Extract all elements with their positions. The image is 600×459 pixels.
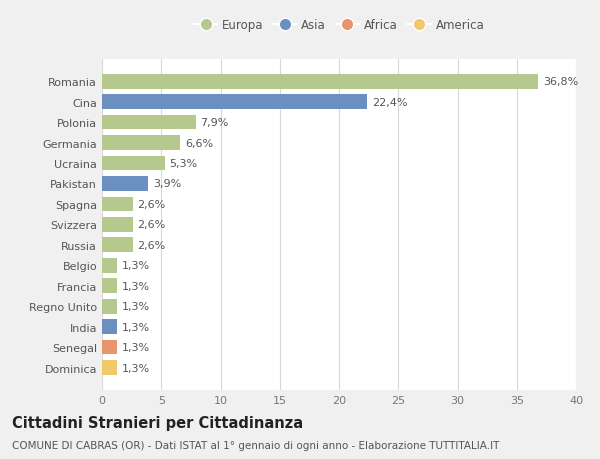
Bar: [102, 75, 538, 90]
Text: 1,3%: 1,3%: [122, 322, 150, 332]
Text: 2,6%: 2,6%: [137, 200, 166, 209]
Text: COMUNE DI CABRAS (OR) - Dati ISTAT al 1° gennaio di ogni anno - Elaborazione TUT: COMUNE DI CABRAS (OR) - Dati ISTAT al 1°…: [12, 440, 499, 450]
Bar: [102, 340, 118, 355]
Text: 1,3%: 1,3%: [122, 342, 150, 353]
Text: 2,6%: 2,6%: [137, 241, 166, 250]
Bar: [102, 177, 148, 191]
Text: 36,8%: 36,8%: [543, 77, 578, 87]
Bar: [102, 197, 133, 212]
Text: 1,3%: 1,3%: [122, 363, 150, 373]
Bar: [102, 238, 133, 252]
Legend: Europa, Asia, Africa, America: Europa, Asia, Africa, America: [194, 19, 484, 32]
Text: 7,9%: 7,9%: [200, 118, 229, 128]
Bar: [102, 116, 196, 130]
Text: 1,3%: 1,3%: [122, 302, 150, 312]
Text: 5,3%: 5,3%: [170, 159, 197, 168]
Bar: [102, 136, 180, 151]
Text: 1,3%: 1,3%: [122, 281, 150, 291]
Text: 2,6%: 2,6%: [137, 220, 166, 230]
Bar: [102, 258, 118, 273]
Bar: [102, 95, 367, 110]
Text: 3,9%: 3,9%: [153, 179, 181, 189]
Text: 6,6%: 6,6%: [185, 138, 213, 148]
Bar: [102, 157, 165, 171]
Text: Cittadini Stranieri per Cittadinanza: Cittadini Stranieri per Cittadinanza: [12, 415, 303, 431]
Bar: [102, 279, 118, 293]
Text: 22,4%: 22,4%: [372, 97, 407, 107]
Bar: [102, 360, 118, 375]
Bar: [102, 218, 133, 232]
Bar: [102, 299, 118, 314]
Text: 1,3%: 1,3%: [122, 261, 150, 271]
Bar: [102, 319, 118, 334]
